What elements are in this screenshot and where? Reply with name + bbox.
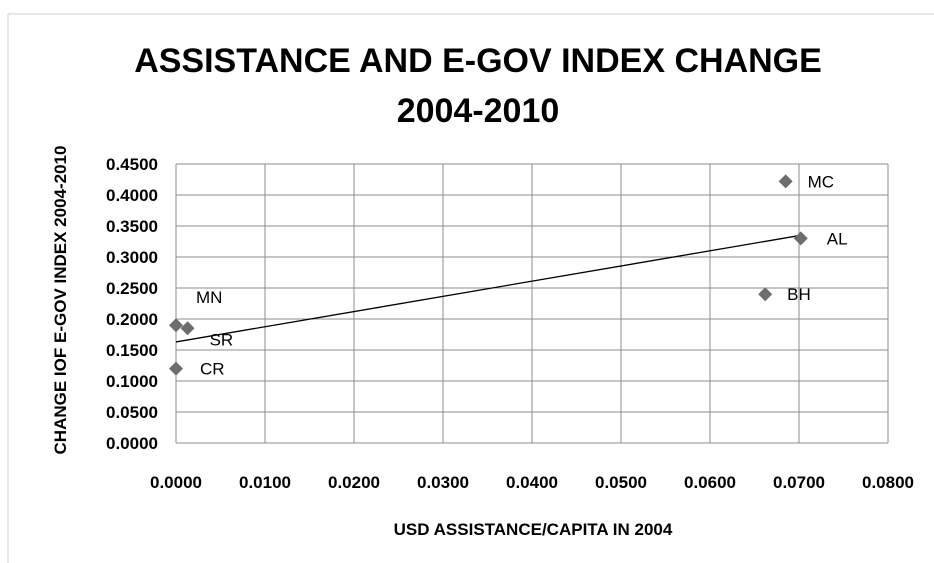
data-point-sr: [180, 321, 195, 336]
point-label-mn: MN: [196, 288, 222, 307]
x-tick-label: 0.0800: [862, 473, 914, 492]
x-tick-label: 0.0300: [417, 473, 469, 492]
trendline: [175, 234, 801, 343]
data-point-cr: [169, 361, 183, 376]
y-tick-label: 0.3000: [106, 248, 158, 267]
y-tick-label: 0.0500: [106, 403, 158, 422]
y-tick-label: 0.3500: [106, 217, 158, 236]
gridlines: [175, 163, 889, 444]
y-axis-label: CHANGE IOF E-GOV INDEX 2004-2010: [51, 146, 70, 455]
x-axis-label: USD ASSISTANCE/CAPITA IN 2004: [394, 520, 673, 539]
data-points: MN SR CR BH MC AL: [169, 172, 848, 379]
x-tick-label: 0.0600: [684, 473, 736, 492]
data-point-al: [793, 231, 808, 246]
point-label-bh: BH: [787, 285, 811, 304]
x-tick-label: 0.0100: [239, 473, 291, 492]
chart-title-line-2: 2004-2010: [397, 92, 560, 130]
y-tick-label: 0.4500: [106, 155, 158, 174]
x-tick-label: 0.0400: [506, 473, 558, 492]
y-tick-label: 0.1500: [106, 341, 158, 360]
point-label-al: AL: [827, 229, 848, 248]
point-label-mc: MC: [808, 172, 834, 191]
y-tick-label: 0.0000: [106, 434, 158, 453]
point-label-sr: SR: [210, 330, 234, 349]
trendline-group: [175, 234, 801, 343]
x-tick-labels: 0.0000 0.0100 0.0200 0.0300 0.0400 0.0500 0.06…: [150, 473, 914, 492]
y-tick-label: 0.2500: [106, 279, 158, 298]
point-label-cr: CR: [200, 360, 225, 379]
x-tick-label: 0.0500: [595, 473, 647, 492]
x-tick-label: 0.0700: [773, 473, 825, 492]
x-tick-label: 0.0200: [328, 473, 380, 492]
y-tick-label: 0.4000: [106, 186, 158, 205]
data-point-mc: [778, 174, 793, 189]
y-tick-label: 0.2000: [106, 310, 158, 329]
chart-title-line-1: ASSISTANCE AND E-GOV INDEX CHANGE: [134, 42, 822, 80]
data-point-mn: [169, 318, 183, 333]
x-tick-label: 0.0000: [150, 473, 202, 492]
y-tick-labels: 0.0000 0.0500 0.1000 0.1500 0.2000 0.2500 0.30…: [106, 155, 158, 453]
y-tick-label: 0.1000: [106, 372, 158, 391]
data-point-bh: [758, 287, 773, 302]
